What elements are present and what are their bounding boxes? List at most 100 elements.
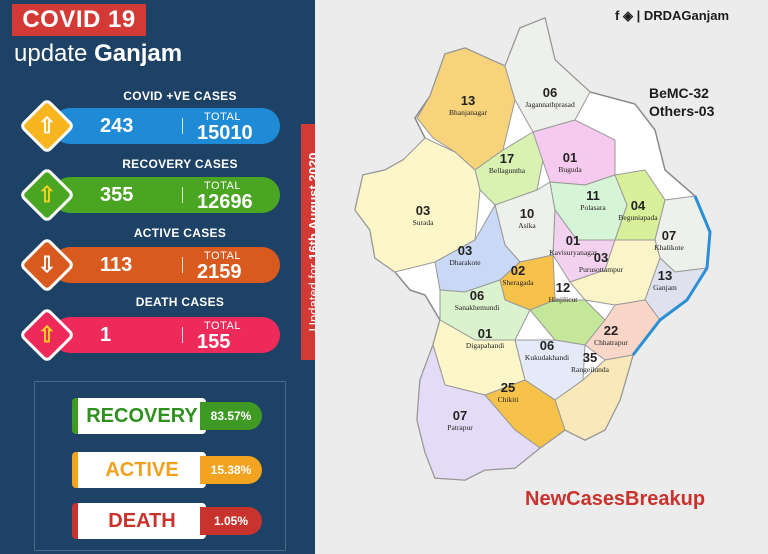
arrow-down-icon: ⇩ [37,252,57,277]
block-count: 13 [461,93,475,108]
block-name: Sanakhemundi [455,303,500,312]
divider [182,118,183,134]
block-count: 07 [662,228,676,243]
block-count: 17 [500,151,514,166]
block-name: Bhanjanagar [449,108,487,117]
death-rate-label: DEATH [72,503,206,539]
region-rangeilunda [554,354,634,441]
recovery-total: 12696 [197,191,253,213]
bemc-count: BeMC-32 [649,85,709,101]
block-count: 01 [563,150,577,165]
block-name: Kavisuryanagar [549,248,597,257]
block-count: 22 [604,323,618,338]
recovery-rate-value: 83.57% [200,402,262,430]
positive-cases-label: COVID +VE CASES [123,89,237,103]
block-name: Asika [518,221,536,230]
positive-cases-card: 243 TOTAL 15010 [52,108,280,144]
total-label: TOTAL [204,250,241,262]
extra-counts: BeMC-32 Others-03 [649,84,714,120]
block-count: 10 [520,206,534,221]
block-name: Purusottampur [579,265,624,274]
block-count: 11 [586,188,600,203]
block-count: 03 [458,243,472,258]
positive-today: 243 [100,115,134,137]
block-name: Hinjilicut [549,295,579,304]
subtitle-place: Ganjam [94,40,183,67]
block-count: 06 [540,338,554,353]
block-count: 35 [583,350,597,365]
page-title: COVID 19 [12,4,146,36]
block-count: 07 [453,408,467,423]
block-count: 12 [556,280,570,295]
recovery-cases-label: RECOVERY CASES [122,157,238,171]
block-name: Beguniapada [618,213,658,222]
block-name: Sheragada [502,278,534,287]
recovery-today: 355 [100,184,134,206]
summary-panel: COVID 19 update Ganjam COVID +VE CASES 2… [0,0,315,554]
facebook-icon[interactable]: f [615,8,620,23]
divider [182,187,183,203]
active-cases-card: 113 TOTAL 2159 [52,247,280,283]
active-total: 2159 [197,261,242,283]
block-name: Buguda [558,165,582,174]
block-name: Jagannathprasad [525,100,575,109]
block-count: 04 [631,198,646,213]
district-map: 13Bhanjanagar06Jagannathprasad17Bellagun… [354,16,712,481]
block-name: Dharakote [449,258,481,267]
positive-total: 15010 [197,122,253,144]
total-label: TOTAL [204,180,241,192]
arrow-up-icon: ⇧ [37,322,57,347]
region-bellaguntha [474,131,546,206]
active-rate-label: ACTIVE [72,452,206,488]
block-name: Chikiti [498,395,519,404]
death-today: 1 [100,324,112,346]
block-name: Digapahandi [466,341,504,350]
block-count: 25 [501,380,515,395]
map-title: NewCasesBreakup [525,488,706,510]
total-label: TOTAL [204,320,241,332]
block-count: 01 [566,233,580,248]
social-links: f ◈ | DRDAGanjam [615,8,729,24]
block-count: 01 [478,326,492,341]
block-count: 06 [470,288,484,303]
divider [182,327,183,343]
region-patrapur [416,343,541,481]
page-subtitle: update Ganjam [14,40,182,68]
block-name: Surada [413,218,434,227]
recovery-cases-card: 355 TOTAL 12696 [52,177,280,213]
block-labels: 13Bhanjanagar06Jagannathprasad17Bellagun… [413,85,685,432]
block-count: 03 [416,203,430,218]
total-label: TOTAL [204,111,241,123]
social-separator: | [636,8,644,23]
active-rate-value: 15.38% [200,456,262,484]
death-rate-value: 1.05% [200,507,262,535]
map-panel: f ◈ | DRDAGanjam BeMC-32 Others-03 [315,0,768,554]
others-count: Others-03 [649,103,715,119]
active-cases-label: ACTIVE CASES [133,226,227,240]
recovery-rate-label: RECOVERY [72,398,206,434]
subtitle-prefix: update [14,40,95,67]
active-today: 113 [100,254,133,276]
block-count: 03 [594,250,608,265]
arrow-up-icon: ⇧ [37,182,57,207]
block-name: Rangeilunda [571,365,610,374]
block-name: Patrapur [447,423,473,432]
block-name: Polasara [580,203,606,212]
coastline [631,195,712,356]
death-cases-label: DEATH CASES [135,295,225,309]
block-name: Khalikote [654,243,684,252]
death-cases-card: 1 TOTAL 155 [52,317,280,353]
death-total: 155 [197,331,231,353]
block-count: 02 [511,263,525,278]
block-name: Kukudakhandi [525,353,569,362]
block-name: Bellaguntha [489,166,526,175]
block-name: Ganjam [653,283,677,292]
percentage-box [34,381,286,551]
divider [182,257,183,273]
social-handle[interactable]: DRDAGanjam [643,8,730,23]
arrow-up-icon: ⇧ [37,113,57,138]
block-count: 06 [543,85,557,100]
region-jagannathprasad [504,17,591,133]
region-surada [354,137,481,273]
twitter-icon[interactable]: ◈ [622,8,633,23]
